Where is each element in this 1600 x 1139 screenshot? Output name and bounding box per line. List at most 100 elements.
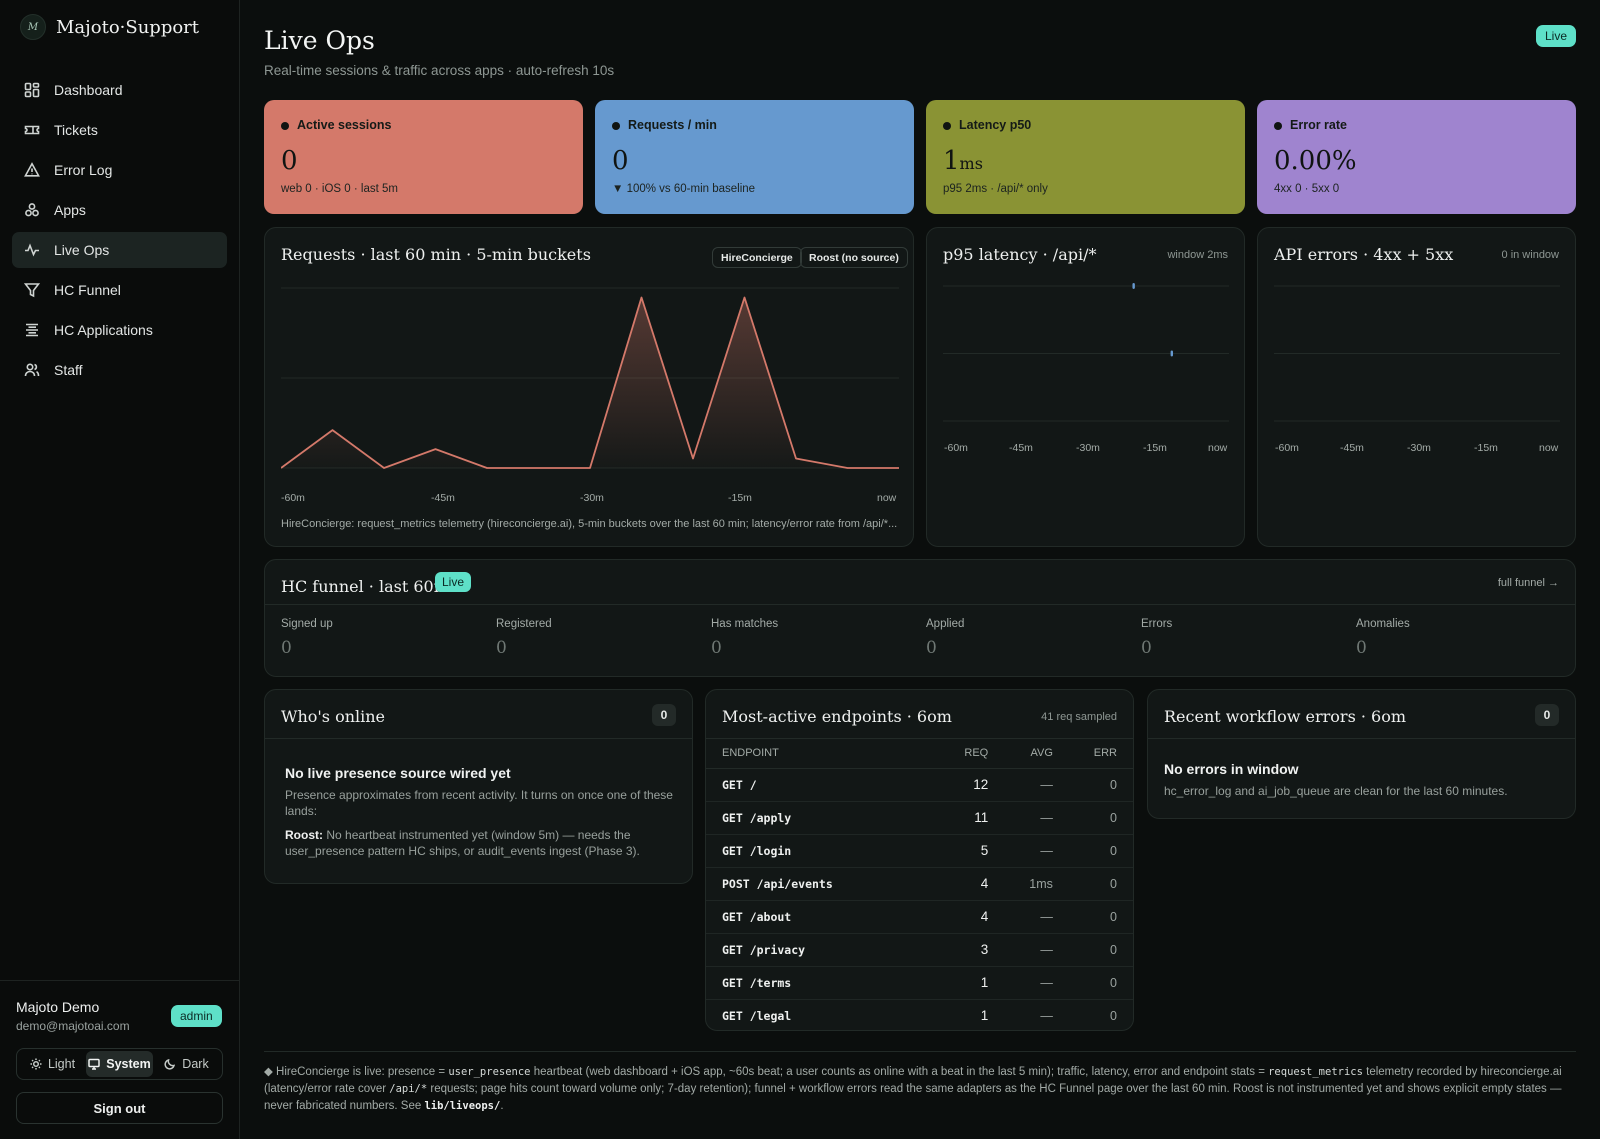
stage-value: 0 — [496, 638, 507, 658]
live-status-badge: Live — [1536, 25, 1577, 47]
divider — [264, 1051, 1576, 1052]
empty-state-text: Presence approximates from recent activi… — [285, 788, 673, 818]
user-email: demo@majotoai.com — [16, 1019, 130, 1033]
status-dot — [281, 122, 289, 130]
requests-chart-card: Requests · last 60 min · 5-min buckets H… — [264, 227, 914, 547]
full-funnel-link[interactable]: full funnel → — [1497, 577, 1559, 589]
x-tick-label: -15m — [728, 492, 752, 504]
err-cell: 0 — [1068, 801, 1133, 835]
series-area — [281, 297, 899, 468]
theme-light-button[interactable]: Light — [19, 1051, 86, 1077]
x-tick-label: -60m — [1275, 442, 1299, 454]
x-tick-label: -45m — [1009, 442, 1033, 454]
column-header[interactable]: ERR — [1068, 738, 1133, 769]
empty-state-text: hc_error_log and ai_job_queue are clean … — [1164, 784, 1508, 798]
sign-out-button[interactable]: Sign out — [16, 1092, 223, 1124]
empty-state-title: No live presence source wired yet — [285, 765, 511, 781]
avg-cell: — — [1004, 834, 1069, 868]
column-header[interactable]: ENDPOINT — [706, 738, 940, 769]
sidebar-item-apps[interactable]: Apps — [12, 192, 227, 228]
funnel-stage-anomalies: Anomalies 0 — [1356, 618, 1410, 658]
window-note: 0 in window — [1501, 249, 1559, 261]
endpoint-cell: GET / — [706, 768, 940, 802]
kpi-subtext: 4xx 0 · 5xx 0 — [1274, 183, 1340, 195]
kpi-subtext: p95 2ms · /api/* only — [943, 183, 1048, 195]
avg-cell: — — [1004, 900, 1069, 934]
avg-cell: — — [1040, 1008, 1053, 1023]
count-badge: 0 — [1535, 704, 1559, 726]
x-tick-label: -60m — [944, 442, 968, 454]
stage-value: 0 — [926, 638, 937, 658]
table-row[interactable]: GET /about 4—0 — [706, 900, 1133, 934]
theme-dark-button[interactable]: Dark — [153, 1051, 220, 1077]
kpi-label: Error rate — [1290, 118, 1347, 132]
stage-label: Errors — [1141, 618, 1173, 630]
sidebar-item-dashboard[interactable]: Dashboard — [12, 72, 227, 108]
status-dot — [612, 122, 620, 130]
kpi-label: Active sessions — [297, 118, 392, 132]
window-note: window 2ms — [1167, 249, 1228, 261]
req-cell: 1 — [980, 1008, 989, 1024]
endpoint-cell: GET /privacy — [706, 933, 940, 967]
theme-system-button[interactable]: System — [86, 1051, 153, 1077]
kpi-latency-p50: Latency p50 1ms p95 2ms · /api/* only — [926, 100, 1245, 214]
stage-value: 0 — [1141, 638, 1152, 658]
column-header[interactable]: AVG — [1004, 738, 1069, 769]
table-row[interactable]: GET /terms 1—0 — [706, 966, 1133, 1000]
activity-icon — [24, 242, 40, 258]
endpoint-cell: GET /legal — [722, 1008, 792, 1023]
sidebar: M Majoto·Support Dashboard Tickets Error… — [0, 0, 240, 1139]
kpi-value: 0 — [281, 146, 298, 176]
column-header[interactable]: REQ — [939, 738, 1005, 769]
sidebar-item-staff[interactable]: Staff — [12, 352, 227, 388]
kpi-error-rate: Error rate 0.00% 4xx 0 · 5xx 0 — [1257, 100, 1576, 214]
endpoints-table: ENDPOINT REQ AVG ERR GET /12—0 GET /appl… — [706, 738, 1133, 1032]
sidebar-item-hc-applications[interactable]: HC Applications — [12, 312, 227, 348]
avg-cell: — — [1004, 966, 1069, 1000]
table-row[interactable]: GET /login 5—0 — [706, 834, 1133, 868]
table-row[interactable]: GET /12—0 — [706, 768, 1133, 802]
funnel-stage-registered: Registered 0 — [496, 618, 552, 658]
chart-footnote: HireConcierge: request_metrics telemetry… — [281, 518, 898, 530]
stage-label: Registered — [496, 618, 552, 630]
endpoint-cell: POST /api/events — [706, 867, 940, 901]
stage-label: Has matches — [711, 618, 779, 630]
card-title: Most-active endpoints · 6om — [722, 707, 952, 726]
legend-chip-roost[interactable]: Roost (no source) — [800, 247, 908, 268]
latency-chart-card: p95 latency · /api/* window 2ms -60m -45… — [926, 227, 1245, 547]
x-tick-label: now — [877, 492, 897, 504]
divider — [265, 738, 692, 739]
roost-label: Roost: — [285, 828, 323, 842]
stage-value: 0 — [281, 638, 292, 658]
stage-value: 0 — [711, 638, 722, 658]
sidebar-item-hc-funnel[interactable]: HC Funnel — [12, 272, 227, 308]
kpi-active-sessions: Active sessions 0 web 0 · iOS 0 · last 5… — [264, 100, 583, 214]
funnel-stage-applied: Applied 0 — [926, 618, 964, 658]
warning-icon — [24, 162, 40, 178]
table-row[interactable]: GET /apply 11—0 — [706, 801, 1133, 835]
brand[interactable]: M Majoto·Support — [20, 14, 199, 40]
kpi-label: Latency p50 — [959, 118, 1032, 132]
sidebar-item-label: HC Applications — [54, 322, 153, 338]
sidebar-item-error-log[interactable]: Error Log — [12, 152, 227, 188]
apps-icon — [24, 202, 40, 218]
hc-funnel-card: HC funnel · last 60m Live full funnel → … — [264, 559, 1576, 677]
sidebar-item-live-ops[interactable]: Live Ops — [12, 232, 227, 268]
avg-cell: — — [1004, 801, 1069, 835]
sidebar-item-tickets[interactable]: Tickets — [12, 112, 227, 148]
latency-chart — [943, 283, 1229, 422]
x-tick-label: -45m — [431, 492, 455, 504]
legend-chip-hireconcierge[interactable]: HireConcierge — [712, 247, 802, 268]
theme-switch: Light System Dark — [16, 1048, 223, 1080]
req-cell: 11 — [939, 801, 1005, 835]
endpoint-cell: GET /about — [706, 900, 940, 934]
funnel-icon — [24, 282, 40, 298]
kpi-value: 0 — [612, 146, 629, 176]
table-row[interactable]: POST /api/events 4 1ms 0 — [706, 867, 1133, 901]
card-title: HC funnel · last 60m — [281, 577, 449, 596]
kpi-value: 0.00% — [1274, 146, 1357, 176]
dashboard-icon — [24, 82, 40, 98]
table-row[interactable]: GET /privacy 3—0 — [706, 933, 1133, 967]
kpi-subtext: ▼ 100% vs 60-min baseline — [612, 183, 756, 195]
table-row[interactable]: GET /legal 1 — 0 — [706, 999, 1133, 1032]
